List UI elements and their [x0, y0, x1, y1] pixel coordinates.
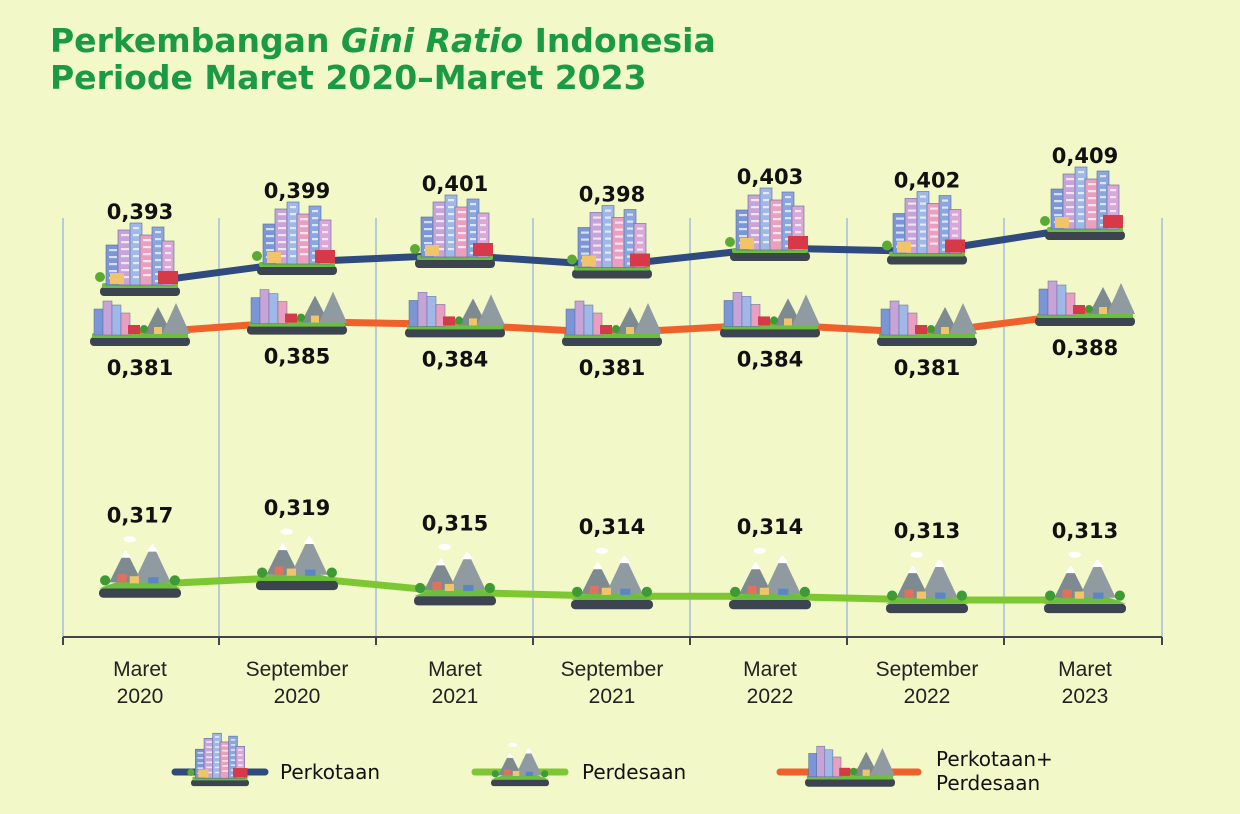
title-post: Indonesia	[523, 21, 716, 60]
data-label: 0,398	[579, 183, 645, 207]
data-label: 0,314	[737, 515, 803, 539]
data-label: 0,313	[894, 519, 960, 543]
x-tick-label: September	[561, 658, 664, 681]
city-icon	[725, 187, 810, 261]
data-label: 0,313	[1052, 519, 1118, 543]
x-tick-label: 2020	[117, 685, 164, 708]
legend-perkotaan: Perkotaan	[171, 732, 380, 787]
city-icon	[187, 732, 249, 787]
x-tick-label: Maret	[428, 658, 482, 681]
city-village-icon	[720, 292, 820, 338]
city-village-icon	[877, 300, 977, 346]
village-icon	[571, 547, 653, 610]
x-tick-label: 2022	[747, 685, 794, 708]
title-line-1: Perkembangan Gini Ratio Indonesia	[50, 22, 716, 59]
x-tick-label: 2021	[589, 685, 636, 708]
city-icon	[1040, 166, 1125, 240]
data-label: 0,401	[422, 172, 488, 196]
city-icon	[252, 201, 337, 275]
data-label: 0,381	[107, 356, 173, 380]
village-icon	[256, 528, 338, 591]
title-line-2: Periode Maret 2020–Maret 2023	[50, 58, 647, 97]
legend-label: Perdesaan	[582, 760, 686, 784]
city-village-icon	[562, 300, 662, 346]
x-tick-label: 2023	[1062, 685, 1109, 708]
village-icon	[886, 551, 968, 614]
village-icon	[99, 536, 181, 598]
data-label: 0,402	[894, 169, 960, 193]
legend-gabungan: Perkotaan+Perdesaan	[776, 745, 1053, 795]
village-icon	[491, 742, 549, 787]
x-tick-label: Maret	[113, 658, 167, 681]
data-label: 0,403	[737, 165, 803, 189]
title-italic: Gini Ratio	[340, 21, 524, 60]
village-icon	[1044, 551, 1126, 614]
village-icon	[729, 547, 811, 610]
x-tick-label: 2020	[274, 685, 321, 708]
city-village-icon	[1035, 280, 1135, 326]
village-icon	[414, 543, 496, 606]
data-label: 0,381	[894, 356, 960, 380]
x-tick-label: September	[876, 658, 979, 681]
city-icon	[567, 205, 652, 279]
x-tick-label: 2021	[432, 685, 479, 708]
x-tick-label: Maret	[1058, 658, 1112, 681]
data-label: 0,399	[264, 179, 330, 203]
data-label: 0,384	[737, 347, 803, 371]
data-label: 0,384	[422, 347, 488, 371]
city-village-icon	[90, 300, 190, 346]
data-label: 0,319	[264, 496, 330, 520]
mixed-icon	[805, 745, 895, 787]
city-icon	[410, 194, 495, 268]
title-pre: Perkembangan	[50, 21, 341, 60]
legend-label: Perkotaan	[280, 760, 380, 784]
city-village-icon	[405, 292, 505, 338]
city-icon	[95, 222, 180, 296]
x-tick-label: September	[246, 658, 349, 681]
chart-title: Perkembangan Gini Ratio Indonesia Period…	[50, 22, 716, 96]
legend-perdesaan: Perdesaan	[471, 742, 686, 787]
legend-label: Perkotaan+	[936, 747, 1053, 771]
city-icon	[882, 191, 967, 265]
data-label: 0,317	[107, 504, 173, 528]
data-label: 0,315	[422, 511, 488, 535]
data-label: 0,385	[264, 345, 330, 369]
data-label: 0,381	[579, 356, 645, 380]
x-tick-label: Maret	[743, 658, 797, 681]
x-tick-label: 2022	[904, 685, 951, 708]
data-label: 0,388	[1052, 336, 1118, 360]
legend-label: Perdesaan	[936, 771, 1040, 795]
data-label: 0,314	[579, 515, 645, 539]
data-label: 0,409	[1052, 144, 1118, 168]
city-village-icon	[247, 289, 347, 335]
data-label: 0,393	[107, 200, 173, 224]
